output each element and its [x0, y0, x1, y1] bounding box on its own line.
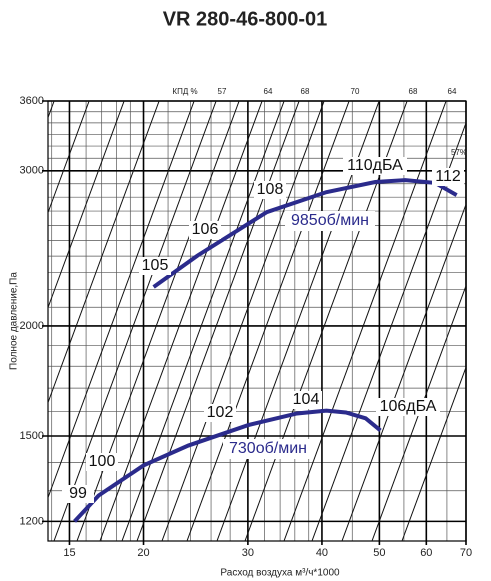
efficiency-label: 68 [301, 87, 310, 96]
efficiency-label: 70 [351, 87, 360, 96]
plot-frame [47, 100, 467, 542]
noise-label: 105 [142, 257, 169, 274]
chart-title: VR 280-46-800-01 [163, 8, 328, 30]
label-bg [376, 398, 440, 416]
x-tick-label: 20 [137, 547, 149, 559]
x-tick-label: 50 [373, 547, 385, 559]
y-tick-label: 3600 [20, 95, 44, 107]
efficiency-line [401, 365, 466, 541]
noise-label: 112 [435, 168, 461, 185]
x-tick-label: 30 [242, 547, 254, 559]
efficiency-title: КПД % [172, 87, 197, 96]
efficiency-label: 57 [218, 87, 227, 96]
efficiency-line [48, 101, 90, 215]
x-tick-label: 60 [420, 547, 432, 559]
label-bg [204, 404, 236, 422]
noise-label: 104 [293, 391, 320, 408]
curve [152, 178, 458, 289]
x-axis-label: Расход воздуха м³/ч*1000 [220, 568, 340, 579]
efficiency-line [48, 101, 195, 500]
noise-label: 110дБА [347, 157, 403, 174]
label-bg [290, 391, 322, 409]
y-axis-label: Полное давление,Па [9, 272, 20, 370]
series-label: 730об/мин [229, 440, 307, 457]
efficiency-line [341, 202, 466, 541]
noise-label: 106дБА [380, 398, 437, 415]
efficiency-line [311, 121, 466, 541]
label-bg [432, 168, 464, 186]
x-tick-label: 40 [316, 547, 328, 559]
y-tick-label: 3000 [20, 165, 44, 177]
x-tick-label: 70 [460, 547, 472, 559]
noise-label: 100 [89, 453, 116, 470]
label-bg [86, 453, 118, 471]
label-bg [254, 181, 286, 199]
efficiency-line [48, 101, 160, 405]
efficiency-line [48, 101, 125, 310]
noise-label: 106 [192, 221, 219, 238]
efficiency-line [161, 101, 325, 541]
y-tick-label: 1500 [20, 430, 44, 442]
efficiency-line [136, 101, 300, 541]
efficiency-line [283, 101, 447, 541]
label-bg [189, 221, 221, 239]
efficiency-line [371, 284, 466, 541]
noise-label: 108 [257, 181, 284, 198]
label-bg [285, 211, 375, 231]
efficiency-line [76, 101, 240, 541]
x-tick-label: 15 [63, 547, 75, 559]
efficiency-line [53, 101, 217, 541]
efficiency-label: 68 [409, 87, 418, 96]
noise-label: 99 [69, 485, 87, 502]
noise-label: 102 [207, 404, 234, 421]
label-bg [343, 157, 407, 175]
efficiency-line [121, 101, 285, 541]
y-tick-label: 2000 [20, 320, 44, 332]
label-bg [139, 257, 171, 275]
label-bg [223, 439, 313, 459]
efficiency-label: 57% [451, 148, 467, 157]
efficiency-line [186, 101, 350, 541]
efficiency-label: 64 [448, 87, 457, 96]
y-tick-label: 1200 [20, 515, 44, 527]
curve [73, 408, 382, 523]
label-bg [62, 485, 94, 503]
efficiency-label: 64 [264, 87, 273, 96]
series-label: 985об/мин [291, 212, 369, 229]
efficiency-line [99, 101, 263, 541]
